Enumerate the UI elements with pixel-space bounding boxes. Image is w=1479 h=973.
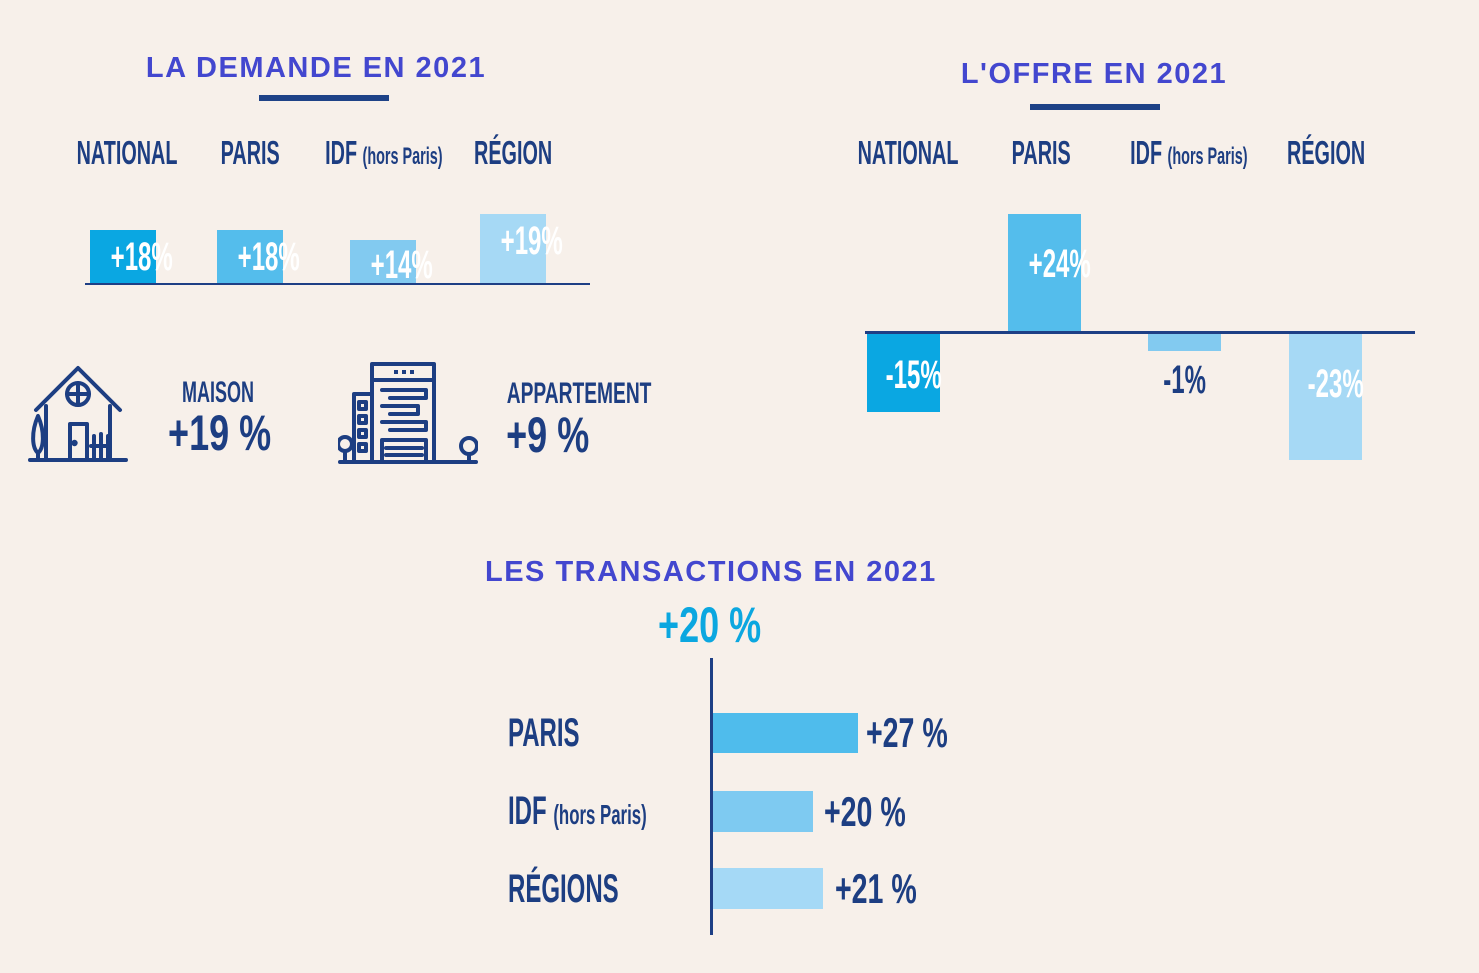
demande-col-paris: PARIS bbox=[170, 136, 330, 169]
label-text: MAISON bbox=[182, 376, 254, 409]
demande-col-national: NATIONAL bbox=[43, 136, 203, 169]
transactions-bar-regions bbox=[713, 868, 823, 909]
transactions-value-regions: +21 % bbox=[835, 864, 955, 912]
col-label-suffix: (hors Paris) bbox=[1167, 143, 1248, 170]
offre-col-region: RÉGION bbox=[1246, 136, 1406, 169]
offre-baseline-axis bbox=[865, 331, 1415, 334]
appartement-label: APPARTEMENT bbox=[466, 379, 652, 409]
value-text: +9 % bbox=[506, 407, 590, 463]
col-label: PARIS bbox=[220, 134, 280, 171]
bar-value-label: +18% bbox=[110, 235, 173, 279]
maison-label: MAISON bbox=[138, 378, 298, 408]
offre-bar-national: -15% bbox=[867, 334, 942, 412]
value-text: +27 % bbox=[866, 709, 948, 756]
transactions-overall-value: +20 % bbox=[630, 600, 790, 650]
demande-bar-idf: +14% bbox=[350, 240, 433, 285]
row-label-text: IDF bbox=[508, 789, 547, 833]
value-text: +19 % bbox=[168, 405, 272, 461]
row-label-text: RÉGIONS bbox=[508, 866, 619, 911]
row-label-text: PARIS bbox=[508, 711, 580, 755]
transactions-row-label-regions: RÉGIONS bbox=[508, 868, 692, 909]
col-label: PARIS bbox=[1011, 134, 1071, 171]
col-label: IDF bbox=[325, 134, 358, 171]
bar-value-label: +14% bbox=[370, 243, 433, 287]
demande-col-region: RÉGION bbox=[433, 136, 593, 169]
col-label: IDF bbox=[1130, 134, 1163, 171]
transactions-row-label-idf: IDF (hors Paris) bbox=[508, 791, 739, 831]
bar-value-label: +24% bbox=[1028, 242, 1091, 286]
offre-title: L'OFFRE EN 2021 bbox=[960, 58, 1228, 90]
bar-value-label: +18% bbox=[237, 235, 300, 279]
bar-value-label: -15% bbox=[885, 353, 942, 397]
value-text: +20 % bbox=[824, 787, 906, 835]
bar-value-label: +19% bbox=[500, 219, 563, 263]
value-text: +20 % bbox=[658, 597, 762, 653]
transactions-bar-paris bbox=[713, 713, 858, 753]
appartement-value: +9 % bbox=[468, 410, 628, 460]
demande-bar-region: +19% bbox=[480, 214, 563, 283]
maison-value: +19 % bbox=[140, 408, 300, 458]
bar-value-label: -23% bbox=[1307, 362, 1364, 406]
offre-col-idf: IDF (hors Paris) bbox=[1091, 136, 1281, 169]
offre-col-national: NATIONAL bbox=[824, 136, 984, 169]
col-label-suffix: (hors Paris) bbox=[362, 143, 443, 170]
demande-title: LA DEMANDE EN 2021 bbox=[145, 52, 487, 84]
offre-bar-idf bbox=[1148, 334, 1221, 351]
offre-title-underline bbox=[1030, 104, 1160, 110]
transactions-row-label-paris: PARIS bbox=[508, 713, 627, 753]
transactions-bar-idf bbox=[713, 791, 813, 832]
demande-bar-paris: +18% bbox=[217, 230, 300, 283]
col-label: RÉGION bbox=[1286, 134, 1366, 171]
transactions-value-paris: +27 % bbox=[866, 709, 986, 756]
offre-bar-paris: +24% bbox=[1008, 214, 1091, 332]
apartment-building-icon bbox=[338, 358, 478, 468]
demande-baseline-axis bbox=[85, 283, 590, 285]
col-label: NATIONAL bbox=[76, 134, 178, 171]
offre-col-paris: PARIS bbox=[961, 136, 1121, 169]
col-label: NATIONAL bbox=[857, 134, 959, 171]
label-text: APPARTEMENT bbox=[506, 377, 652, 410]
demande-col-idf: IDF (hors Paris) bbox=[286, 136, 476, 169]
house-icon bbox=[28, 354, 128, 466]
offre-idf-value-label: -1% bbox=[1105, 360, 1265, 400]
offre-bar-region: -23% bbox=[1289, 334, 1364, 460]
bar-value-label: -1% bbox=[1163, 358, 1207, 402]
transactions-vertical-axis bbox=[710, 658, 713, 935]
row-label-suffix: (hors Paris) bbox=[553, 799, 647, 830]
col-label: RÉGION bbox=[473, 134, 553, 171]
transactions-value-idf: +20 % bbox=[824, 787, 944, 835]
demande-bar-national: +18% bbox=[90, 230, 173, 283]
demande-title-underline bbox=[259, 95, 389, 101]
transactions-title: LES TRANSACTIONS EN 2021 bbox=[485, 556, 937, 588]
value-text: +21 % bbox=[835, 864, 917, 912]
